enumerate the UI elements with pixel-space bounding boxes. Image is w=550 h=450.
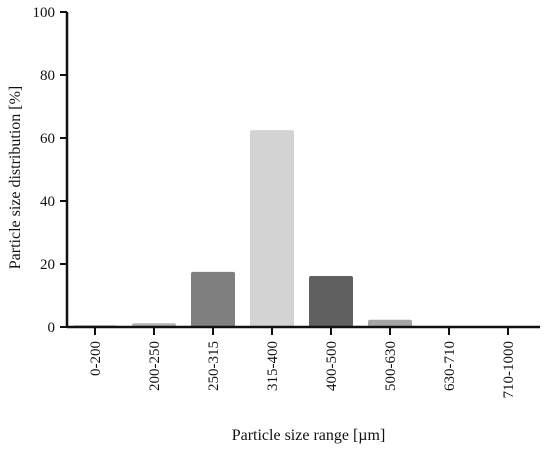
x-tick-label: 500-630 xyxy=(383,341,399,391)
y-tick-label: 80 xyxy=(40,68,55,84)
y-tick-label: 100 xyxy=(33,5,56,21)
y-tick-label: 60 xyxy=(40,131,55,147)
y-tick-label: 40 xyxy=(40,194,55,210)
x-tick-label: 630-710 xyxy=(442,341,458,391)
bar-250-315 xyxy=(191,271,235,327)
x-tick-label: 250-315 xyxy=(206,341,222,391)
y-axis-title: Particle size distribution [%] xyxy=(7,86,24,270)
x-tick-label: 400-500 xyxy=(324,341,340,391)
y-tick-label: 20 xyxy=(40,257,55,273)
x-tick-label: 200-250 xyxy=(147,341,163,391)
bar-500-630 xyxy=(368,319,412,327)
y-axis-ticks: 0 20 40 60 80 100 xyxy=(33,5,67,336)
x-axis-ticks: 0-200 200-250 250-315 315-400 400-500 500-630… xyxy=(88,327,517,399)
x-tick-label: 315-400 xyxy=(265,341,281,391)
bars-group xyxy=(73,130,471,327)
x-tick-label: 710-1000 xyxy=(501,341,517,399)
x-tick-label: 0-200 xyxy=(88,341,104,376)
x-axis-title: Particle size range [µm] xyxy=(232,427,386,444)
y-tick-label: 0 xyxy=(48,320,56,336)
bar-315-400 xyxy=(250,130,294,327)
bar-400-500 xyxy=(309,275,353,327)
